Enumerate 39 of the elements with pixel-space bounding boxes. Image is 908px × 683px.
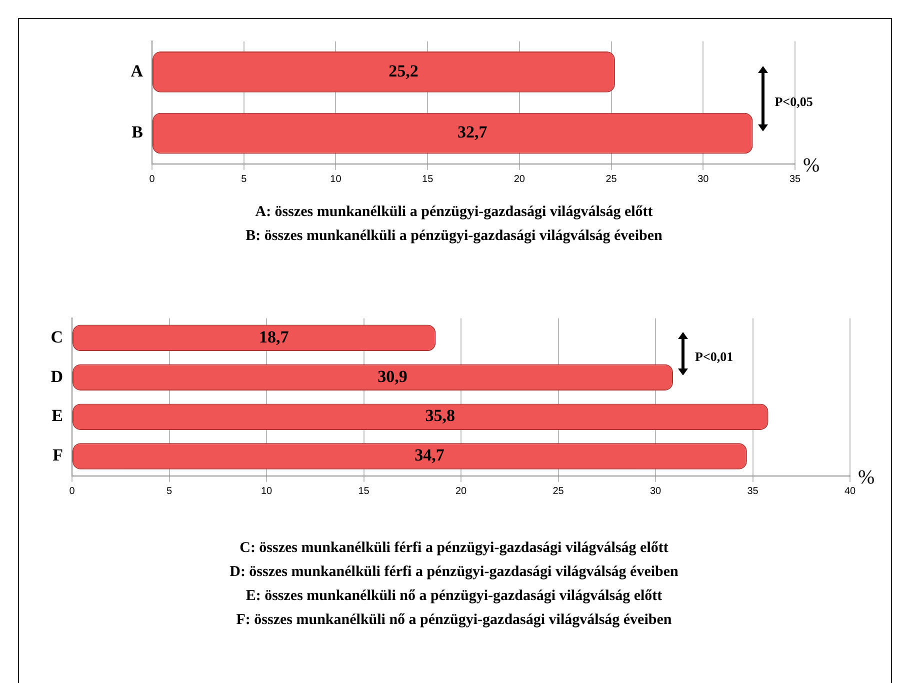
y-tick-label: D — [50, 366, 63, 386]
x-tick-label: 35 — [789, 174, 801, 185]
text: D: összes munkanélküli férfi a pénzügyi-gazdasági világválság éveiben — [228, 563, 680, 582]
x-tick-label: 40 — [844, 486, 856, 497]
text: A: összes munkanélküli a pénzügyi-gazdasági világválság előtt — [254, 203, 654, 222]
x-tick-label: 5 — [166, 486, 172, 497]
x-tick-label: 10 — [260, 486, 272, 497]
text: E: összes munkanélküli nő a pénzügyi-gazdasági világválság előtt — [244, 587, 664, 606]
x-tick-label: 25 — [552, 486, 564, 497]
x-tick-label: 15 — [358, 486, 370, 497]
x-tick-label: 0 — [69, 486, 76, 497]
x-tick-label: 25 — [606, 174, 618, 185]
x-tick-label: 0 — [149, 174, 156, 185]
text: C: összes munkanélküli férfi a pénzügyi-gazdasági világválság előtt — [238, 539, 670, 558]
annotation: P<0,05 — [774, 94, 814, 109]
y-tick-label: A — [130, 61, 144, 80]
text: B: összes munkanélküli a pénzügyi-gazdasági világválság éveiben — [244, 227, 664, 246]
text: F: összes munkanélküli nő a pénzügyi-gazdasági világválság éveiben — [235, 611, 673, 630]
data-label: 34,7 — [414, 446, 445, 465]
x-axis-title: % — [803, 154, 820, 176]
data-label: 35,8 — [425, 406, 456, 426]
x-axis-title: % — [858, 466, 875, 488]
data-label: 30,9 — [378, 366, 408, 386]
x-tick-label: 35 — [747, 486, 759, 497]
x-tick-label: 5 — [241, 174, 248, 185]
annotation: P<0,01 — [695, 349, 734, 364]
y-tick-label: B — [132, 122, 143, 142]
x-tick-label: 30 — [650, 486, 662, 497]
x-tick-label: 30 — [698, 174, 710, 185]
data-label: 18,7 — [258, 327, 290, 346]
x-tick-label: 15 — [422, 174, 434, 185]
y-tick-label: E — [52, 406, 63, 426]
x-tick-label: 20 — [455, 486, 467, 497]
data-label: 32,7 — [458, 122, 488, 142]
y-tick-label: C — [50, 327, 63, 346]
x-tick-label: 10 — [330, 174, 342, 185]
x-tick-label: 20 — [514, 174, 526, 185]
data-label: 25,2 — [388, 61, 418, 80]
y-tick-label: F — [52, 446, 63, 465]
